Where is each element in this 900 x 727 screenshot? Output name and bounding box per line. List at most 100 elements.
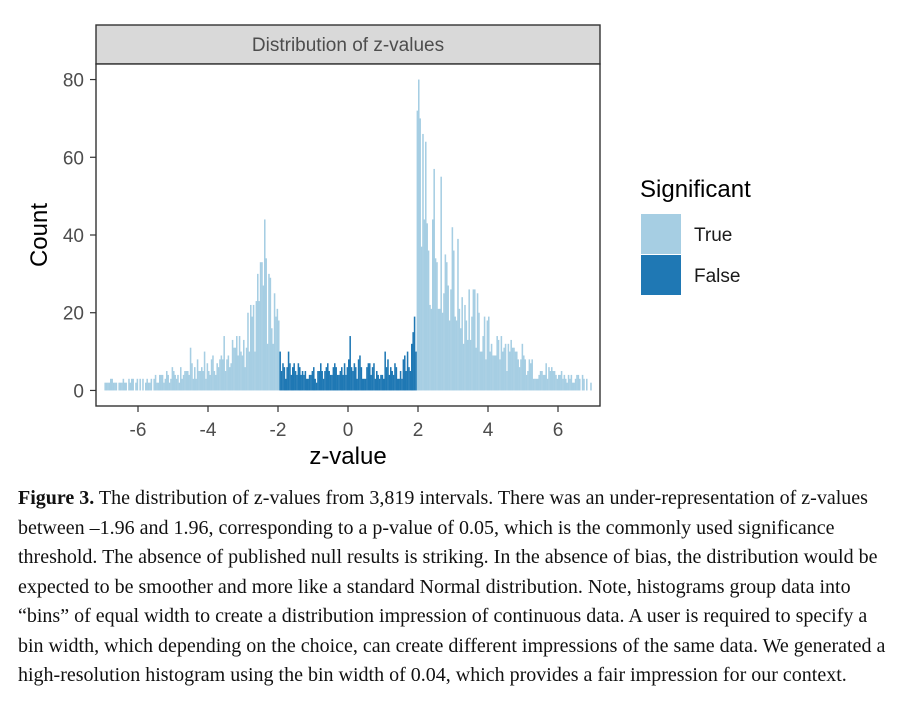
bar-true-42 <box>161 374 164 391</box>
bar-true-251 <box>454 316 456 391</box>
y-tick-label-0: 0 <box>73 381 84 402</box>
bar-false-23 <box>311 371 314 391</box>
bar-false-85 <box>398 378 400 391</box>
bar-true-93 <box>233 347 235 391</box>
bar-true-328 <box>562 378 564 391</box>
bar-true-247 <box>448 320 451 391</box>
y-tick-label-3: 60 <box>63 148 84 169</box>
bar-true-301 <box>524 359 526 391</box>
bar-false-92 <box>408 367 410 391</box>
bar-true-54 <box>178 382 181 391</box>
bar-true-23 <box>135 382 137 391</box>
bar-false-60 <box>363 378 365 391</box>
bar-true-117 <box>266 343 269 391</box>
bar-true-297 <box>518 367 521 391</box>
bar-true-275 <box>488 316 490 391</box>
bar-true-79 <box>213 371 216 391</box>
bar-false-18 <box>304 371 307 391</box>
bar-true-43 <box>163 382 165 391</box>
bar-true-273 <box>485 359 487 391</box>
bar-true-308 <box>534 378 536 391</box>
bar-true-71 <box>202 371 204 391</box>
bar-true-60 <box>187 371 189 391</box>
bar-true-72 <box>203 351 206 391</box>
bar-false-83 <box>395 367 398 391</box>
bar-false-9 <box>292 367 294 391</box>
bar-false-54 <box>355 367 357 391</box>
bar-true-260 <box>467 339 469 391</box>
bar-true-28 <box>142 378 144 391</box>
bar-true-5 <box>110 378 112 391</box>
bar-true-302 <box>525 374 528 391</box>
bar-true-261 <box>468 289 470 391</box>
bar-true-324 <box>556 378 559 391</box>
bar-true-320 <box>551 367 553 391</box>
bar-true-70 <box>201 367 203 391</box>
bar-false-48 <box>346 367 349 391</box>
bar-false-14 <box>299 367 301 391</box>
bar-true-53 <box>177 374 179 391</box>
bar-false-82 <box>394 363 396 391</box>
bar-true-263 <box>471 316 473 391</box>
bar-true-265 <box>474 289 476 391</box>
bar-true-348 <box>590 382 592 391</box>
bar-false-50 <box>349 336 351 391</box>
bar-false-0 <box>279 351 281 391</box>
bar-true-343 <box>583 378 585 391</box>
bar-true-34 <box>150 378 153 391</box>
bar-true-299 <box>521 343 524 391</box>
bar-true-52 <box>175 378 178 391</box>
legend-title: Significant <box>640 176 751 203</box>
bar-false-68 <box>374 378 377 391</box>
bar-true-274 <box>486 320 489 391</box>
bar-false-34 <box>327 363 329 391</box>
facet-strip <box>95 24 601 65</box>
bar-false-41 <box>336 374 339 391</box>
bar-true-318 <box>548 367 550 391</box>
bar-true-48 <box>170 378 172 391</box>
bar-true-76 <box>209 374 211 391</box>
bar-true-78 <box>212 355 214 391</box>
bar-true-49 <box>171 367 174 391</box>
bar-false-49 <box>348 359 350 391</box>
bar-true-298 <box>520 359 522 391</box>
bar-false-71 <box>378 378 381 391</box>
x-tick-label-0: -6 <box>130 420 147 441</box>
bar-true-271 <box>482 336 484 391</box>
bar-true-316 <box>545 363 547 391</box>
bar-true-276 <box>489 351 491 391</box>
bar-false-19 <box>306 378 308 391</box>
bar-true-122 <box>273 293 276 391</box>
bar-true-266 <box>475 347 477 391</box>
bar-true-45 <box>166 371 168 391</box>
bar-true-293 <box>513 347 515 391</box>
plot-panel <box>96 64 600 406</box>
bar-true-330 <box>565 378 567 391</box>
bar-true-305 <box>530 363 532 391</box>
bar-true-285 <box>502 351 504 391</box>
bar-false-93 <box>409 371 412 391</box>
legend-key-true <box>641 214 681 254</box>
bar-false-25 <box>314 378 316 391</box>
bar-true-253 <box>457 238 459 391</box>
bar-true-121 <box>272 343 274 391</box>
bar-false-39 <box>334 363 336 391</box>
bar-false-1 <box>280 371 283 391</box>
x-tick-label-5: 4 <box>483 420 494 441</box>
bar-true-31 <box>146 378 148 391</box>
bar-true-310 <box>537 378 539 391</box>
bar-false-55 <box>356 378 358 391</box>
bar-false-20 <box>307 378 309 391</box>
bar-true-24 <box>136 378 139 391</box>
bar-true-321 <box>552 371 554 391</box>
bar-false-30 <box>321 371 323 391</box>
bar-true-255 <box>460 328 462 391</box>
bar-true-73 <box>205 378 207 391</box>
bar-false-2 <box>282 363 284 391</box>
bar-false-27 <box>317 371 319 391</box>
bar-true-40 <box>159 374 161 391</box>
bar-false-17 <box>303 374 305 391</box>
bar-false-45 <box>342 374 344 391</box>
bar-false-97 <box>415 351 417 391</box>
bar-true-99 <box>241 355 244 391</box>
